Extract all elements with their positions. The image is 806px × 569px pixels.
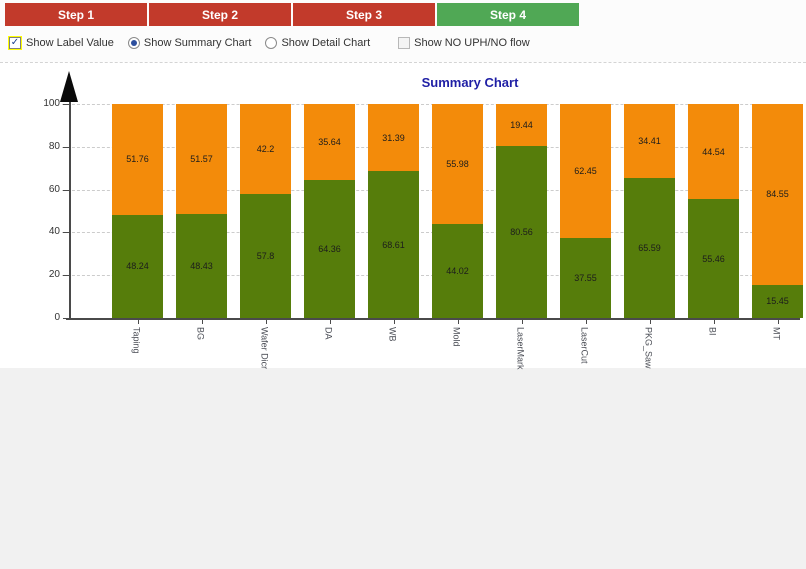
x-tick-icon bbox=[522, 320, 523, 324]
show-detail-chart-label: Show Detail Chart bbox=[281, 37, 370, 49]
show-label-value-label: Show Label Value bbox=[26, 37, 114, 49]
x-tick-icon bbox=[202, 320, 203, 324]
show-summary-chart-group: Show Summary Chart bbox=[128, 37, 252, 49]
x-tick-icon bbox=[394, 320, 395, 324]
bar-value-label: 51.76 bbox=[112, 154, 163, 164]
show-label-value-checkbox[interactable]: ✓ bbox=[9, 37, 21, 49]
y-axis bbox=[69, 99, 71, 320]
bar-value-label: 31.39 bbox=[368, 133, 419, 143]
bar-value-label: 15.45 bbox=[752, 296, 803, 306]
x-category-label: BI bbox=[708, 327, 718, 336]
bar-value-label: 84.55 bbox=[752, 189, 803, 199]
x-category-label: MT bbox=[772, 327, 782, 340]
bar-value-label: 62.45 bbox=[560, 166, 611, 176]
radio-dot-icon bbox=[131, 40, 137, 46]
check-icon: ✓ bbox=[11, 38, 19, 48]
x-axis bbox=[66, 318, 800, 320]
y-tick-label: 100 bbox=[26, 98, 60, 109]
show-label-value-group: ✓ Show Label Value bbox=[8, 36, 114, 50]
x-category-label: PKG_Saw bbox=[644, 327, 654, 369]
tab-step-1[interactable]: Step 1 bbox=[5, 3, 147, 26]
bar-value-label: 35.64 bbox=[304, 137, 355, 147]
bar-value-label: 57.8 bbox=[240, 251, 291, 261]
x-category-label: Mold bbox=[452, 327, 462, 347]
show-no-uph-label: Show NO UPH/NO flow bbox=[414, 37, 530, 49]
bar-value-label: 51.57 bbox=[176, 154, 227, 164]
show-no-uph-checkbox[interactable]: ✓ bbox=[398, 37, 410, 49]
x-category-label: LaserCut bbox=[580, 327, 590, 364]
x-category-label: BG bbox=[196, 327, 206, 340]
x-category-label: Wafer Dicr bbox=[260, 327, 270, 369]
options-row: ✓ Show Label Value Show Summary Chart Sh… bbox=[0, 26, 806, 50]
tab-step-3[interactable]: Step 3 bbox=[293, 3, 435, 26]
x-tick-icon bbox=[266, 320, 267, 324]
bar-value-label: 34.41 bbox=[624, 136, 675, 146]
show-no-uph-group: ✓ Show NO UPH/NO flow bbox=[398, 37, 530, 49]
y-tick-label: 40 bbox=[26, 226, 60, 237]
x-category-label: DA bbox=[324, 327, 334, 340]
show-detail-chart-group: Show Detail Chart bbox=[265, 37, 370, 49]
x-category-label: WB bbox=[388, 327, 398, 342]
bar-value-label: 55.98 bbox=[432, 159, 483, 169]
y-tick-label: 60 bbox=[26, 184, 60, 195]
bar-value-label: 48.43 bbox=[176, 261, 227, 271]
y-tick-label: 0 bbox=[26, 312, 60, 323]
x-tick-icon bbox=[650, 320, 651, 324]
summary-chart-panel: Summary Chart 0 20 40 60 80 100 48.24 51.76 Tapi… bbox=[0, 62, 806, 368]
y-tick-label: 20 bbox=[26, 269, 60, 280]
bar-value-label: 44.02 bbox=[432, 266, 483, 276]
x-tick-icon bbox=[714, 320, 715, 324]
show-summary-chart-label: Show Summary Chart bbox=[144, 37, 252, 49]
bar-value-label: 42.2 bbox=[240, 144, 291, 154]
x-tick-icon bbox=[138, 320, 139, 324]
highlight-box: ✓ bbox=[8, 36, 22, 50]
bar-value-label: 48.24 bbox=[112, 261, 163, 271]
y-tick-label: 80 bbox=[26, 141, 60, 152]
chart-title: Summary Chart bbox=[100, 75, 806, 90]
tab-step-2[interactable]: Step 2 bbox=[149, 3, 291, 26]
x-tick-icon bbox=[330, 320, 331, 324]
show-detail-chart-radio[interactable] bbox=[265, 37, 277, 49]
bar-value-label: 68.61 bbox=[368, 240, 419, 250]
x-tick-icon bbox=[586, 320, 587, 324]
show-summary-chart-radio[interactable] bbox=[128, 37, 140, 49]
bar-value-label: 65.59 bbox=[624, 243, 675, 253]
x-category-label: LaserMark bbox=[516, 327, 526, 370]
x-category-label: Taping bbox=[132, 327, 142, 354]
bar-value-label: 37.55 bbox=[560, 273, 611, 283]
tab-step-4[interactable]: Step 4 bbox=[437, 3, 579, 26]
top-section: Step 1Step 2Step 3Step 4 ✓ Show Label Va… bbox=[0, 0, 806, 62]
bar-value-label: 19.44 bbox=[496, 120, 547, 130]
bar-value-label: 44.54 bbox=[688, 147, 739, 157]
y-axis-arrow-icon bbox=[60, 71, 78, 102]
x-tick-icon bbox=[458, 320, 459, 324]
bar-value-label: 80.56 bbox=[496, 227, 547, 237]
x-tick-icon bbox=[778, 320, 779, 324]
step-tab-bar: Step 1Step 2Step 3Step 4 bbox=[0, 0, 806, 26]
bar-value-label: 55.46 bbox=[688, 254, 739, 264]
bar-value-label: 64.36 bbox=[304, 244, 355, 254]
